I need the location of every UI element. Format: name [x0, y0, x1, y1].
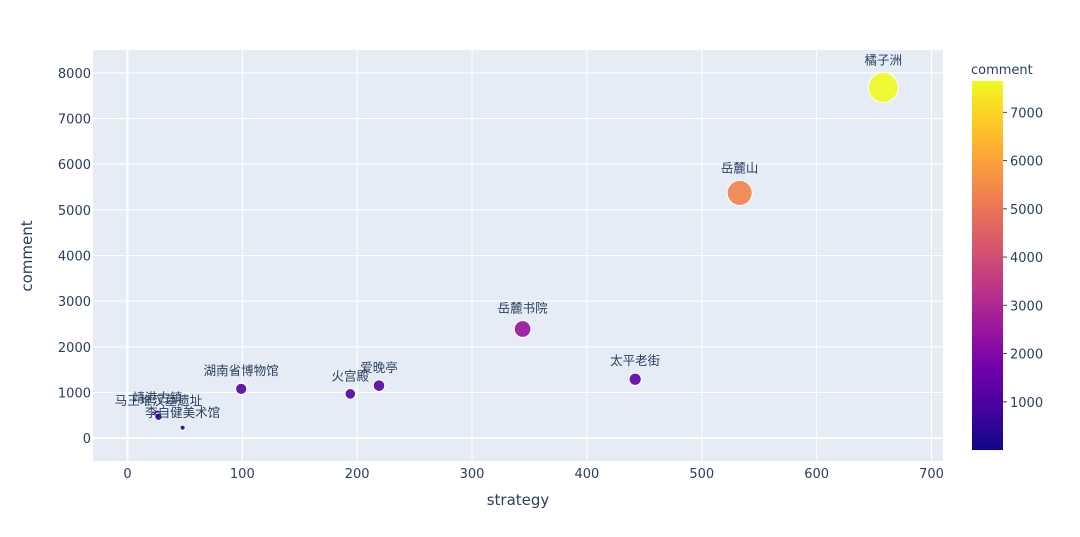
y-tick-label: 6000 — [58, 158, 91, 173]
colorbar: comment 1000 2000 3000 4000 5000 6000 7000 — [971, 63, 1043, 450]
data-points — [152, 71, 899, 431]
point-label: 湖南省博物馆 — [204, 363, 279, 378]
colorbar-tick-label: 6000 — [1010, 155, 1043, 170]
y-axis-title: comment — [18, 220, 36, 291]
y-tick-label: 0 — [83, 432, 91, 447]
point-label: 马王堆汉墓遗址 — [115, 393, 203, 408]
point-label: 靖港古镇 — [132, 390, 182, 405]
data-point — [628, 372, 642, 386]
colorbar-tick-label: 5000 — [1010, 203, 1043, 218]
colorbar-tick-label: 4000 — [1010, 251, 1043, 266]
x-axis-ticks: 0 100 200 300 400 500 600 700 — [123, 467, 944, 482]
point-label: 岳麓山 — [721, 160, 759, 175]
gridlines — [93, 50, 943, 461]
data-point — [235, 382, 248, 395]
data-point — [179, 424, 186, 431]
colorbar-tick-label: 1000 — [1010, 396, 1043, 411]
colorbar-tick-label: 3000 — [1010, 299, 1043, 314]
x-tick-label: 200 — [345, 467, 370, 482]
y-tick-label: 8000 — [58, 67, 91, 82]
x-axis-title: strategy — [487, 491, 550, 509]
data-point — [154, 412, 163, 421]
y-tick-label: 3000 — [58, 295, 91, 310]
point-label: 火宫殿 — [332, 369, 370, 384]
x-tick-label: 600 — [804, 467, 829, 482]
y-axis-ticks: 0 1000 2000 3000 4000 5000 6000 7000 8000 — [58, 67, 91, 447]
y-tick-label: 4000 — [58, 250, 91, 265]
y-tick-label: 2000 — [58, 341, 91, 356]
point-label: 爱晚亭 — [360, 360, 398, 375]
x-tick-label: 500 — [689, 467, 714, 482]
colorbar-tick-label: 2000 — [1010, 348, 1043, 363]
data-point — [513, 320, 532, 338]
x-tick-label: 0 — [123, 467, 131, 482]
colorbar-ticks: 1000 2000 3000 4000 5000 6000 7000 — [1003, 106, 1043, 411]
colorbar-title: comment — [971, 63, 1033, 78]
y-tick-label: 5000 — [58, 204, 91, 219]
point-label: 岳麓书院 — [498, 301, 549, 316]
data-point — [344, 388, 357, 400]
point-label: 李自健美术馆 — [145, 405, 220, 420]
x-tick-label: 300 — [460, 467, 485, 482]
y-tick-label: 1000 — [58, 387, 91, 402]
point-label: 橘子洲 — [865, 52, 903, 67]
x-tick-label: 100 — [230, 467, 255, 482]
colorbar-gradient — [972, 81, 1003, 450]
point-label: 太平老街 — [610, 353, 660, 368]
x-tick-label: 400 — [575, 467, 600, 482]
colorbar-tick-label: 7000 — [1010, 106, 1043, 121]
data-point — [867, 71, 899, 103]
y-tick-label: 7000 — [58, 113, 91, 128]
data-point — [372, 379, 386, 392]
data-point — [726, 179, 753, 206]
x-tick-label: 700 — [919, 467, 944, 482]
